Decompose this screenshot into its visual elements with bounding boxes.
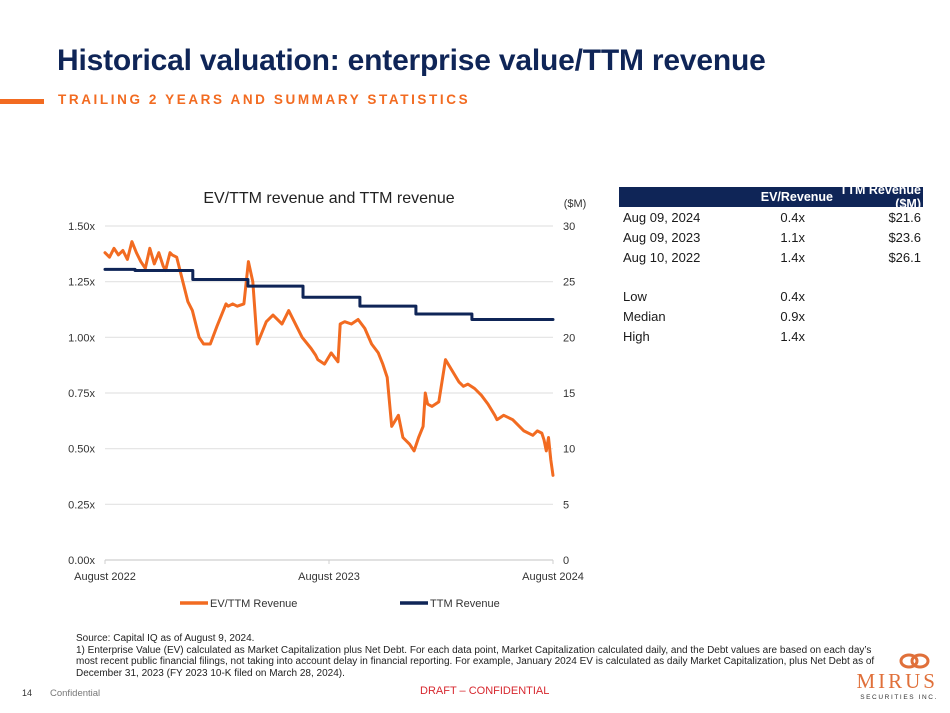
left-y-tick-label: 1.25x: [68, 277, 95, 289]
legend-label: TTM Revenue: [430, 598, 500, 610]
stats-row-ev-revenue: 0.4x: [780, 209, 805, 225]
stats-header-ttm-revenue: TTM Revenue ($M): [839, 183, 921, 211]
x-tick-label: August 2024: [522, 571, 584, 583]
x-tick-label: August 2022: [74, 571, 136, 583]
stats-row: Aug 09, 2023 1.1x $23.6: [619, 227, 923, 247]
right-y-tick-label: 25: [563, 277, 575, 289]
left-y-tick-label: 0.50x: [68, 444, 95, 456]
stats-row-ev-revenue: 1.4x: [780, 249, 805, 265]
left-y-tick-label: 0.75x: [68, 388, 95, 400]
right-y-tick-label: 20: [563, 332, 575, 344]
stats-row-label: Aug 10, 2022: [623, 249, 701, 265]
left-y-tick-label: 0.00x: [68, 555, 95, 567]
stats-summary-row: Low 0.4x: [619, 286, 923, 306]
page-title: Historical valuation: enterprise value/T…: [57, 44, 766, 77]
company-logo: MIRUS SECURITIES INC.: [838, 652, 938, 708]
right-y-tick-label: 0: [563, 555, 569, 567]
footnote-1: 1) Enterprise Value (EV) calculated as M…: [76, 644, 875, 679]
stats-row: Aug 10, 2022 1.4x $26.1: [619, 247, 923, 267]
right-y-tick-label: 15: [563, 388, 575, 400]
stats-summary-label: High: [623, 328, 650, 344]
accent-bar: [0, 99, 44, 104]
x-tick-label: August 2023: [298, 571, 360, 583]
logo-subtitle: SECURITIES INC.: [860, 694, 938, 701]
right-y-tick-label: 5: [563, 499, 569, 511]
stats-row-label: Aug 09, 2024: [623, 209, 701, 225]
left-y-tick-label: 1.00x: [68, 332, 95, 344]
confidential-label: Confidential: [50, 688, 101, 699]
logo-name: MIRUS: [856, 669, 938, 693]
stats-summary-value: 0.4x: [780, 288, 805, 304]
stats-summary-row: Median 0.9x: [619, 306, 923, 326]
stats-summary-row: High 1.4x: [619, 326, 923, 346]
right-y-tick-label: 30: [563, 221, 575, 233]
stats-row-ttm-revenue: $21.6: [888, 209, 921, 225]
interlocked-rings-icon: [899, 653, 930, 669]
stats-summary-value: 1.4x: [780, 328, 805, 344]
page-number: 14: [22, 688, 33, 698]
ev-ttm-revenue-line: [103, 240, 555, 477]
stats-header-row: EV/Revenue TTM Revenue ($M): [619, 183, 923, 211]
summary-stats-table: EV/Revenue TTM Revenue ($M) Aug 09, 2024…: [619, 183, 923, 346]
source-note: Source: Capital IQ as of August 9, 2024.: [76, 633, 255, 644]
left-y-tick-label: 1.50x: [68, 221, 95, 233]
stats-row-ev-revenue: 1.1x: [780, 229, 805, 245]
stats-row-label: Aug 09, 2023: [623, 229, 701, 245]
stats-row-ttm-revenue: $26.1: [888, 249, 921, 265]
right-axis-unit-label: ($M): [564, 198, 587, 210]
chart-title: EV/TTM revenue and TTM revenue: [203, 190, 454, 207]
stats-row: Aug 09, 2024 0.4x $21.6: [619, 207, 923, 227]
right-y-tick-label: 10: [563, 444, 575, 456]
stats-summary-value: 0.9x: [780, 308, 805, 324]
stats-summary-label: Low: [623, 288, 647, 304]
stats-header-ev-revenue: EV/Revenue: [760, 190, 833, 204]
legend-label: EV/TTM Revenue: [210, 598, 297, 610]
stats-row-ttm-revenue: $23.6: [888, 229, 921, 245]
footnotes: Source: Capital IQ as of August 9, 2024.…: [76, 633, 891, 679]
draft-label: DRAFT – CONFIDENTIAL: [420, 685, 550, 697]
left-y-tick-label: 0.25x: [68, 499, 95, 511]
stats-summary-label: Median: [623, 308, 666, 324]
page-subtitle: TRAILING 2 YEARS AND SUMMARY STATISTICS: [58, 92, 471, 107]
stats-spacer: [619, 267, 923, 286]
ttm-revenue-line: [103, 267, 555, 322]
